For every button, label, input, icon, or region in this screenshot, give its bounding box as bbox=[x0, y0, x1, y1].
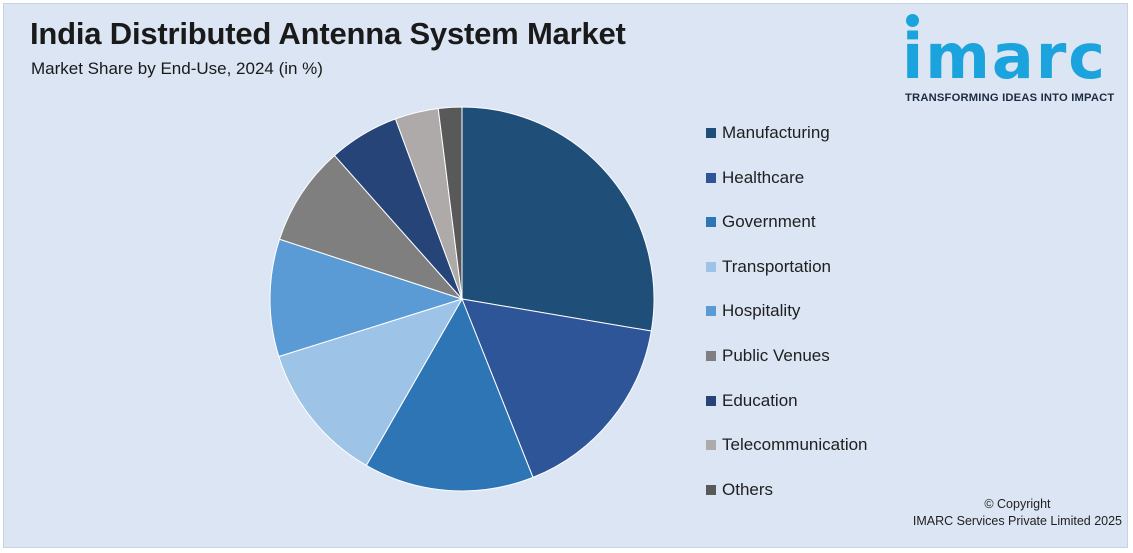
legend-item-public-venues: Public Venues bbox=[706, 345, 830, 367]
chart-subtitle: Market Share by End-Use, 2024 (in %) bbox=[31, 59, 323, 78]
pie-slice-others bbox=[437, 106, 463, 300]
legend-label: Transportation bbox=[722, 256, 831, 276]
pie-slice-manufacturing bbox=[461, 106, 655, 332]
legend-item-hospitality: Hospitality bbox=[706, 300, 800, 322]
chart-title: India Distributed Antenna System Market bbox=[30, 16, 626, 51]
legend-item-education: Education bbox=[706, 390, 798, 412]
pie-slice-public-venues bbox=[278, 154, 464, 301]
legend-swatch bbox=[706, 172, 716, 183]
legend-label: Hospitality bbox=[722, 301, 801, 321]
legend-label: Others bbox=[722, 479, 774, 499]
legend-swatch bbox=[706, 261, 716, 272]
legend-item-telecommunication: Telecommunication bbox=[706, 434, 868, 456]
legend-swatch bbox=[706, 128, 716, 138]
legend-swatch bbox=[706, 440, 716, 451]
legend-item-manufacturing: Manufacturing bbox=[706, 122, 830, 144]
legend-swatch bbox=[706, 484, 716, 495]
legend-swatch bbox=[706, 306, 716, 317]
logo-tagline: TRANSFORMING IDEAS INTO IMPACT bbox=[905, 92, 1115, 104]
legend-label: Manufacturing bbox=[722, 123, 830, 142]
legend-item-government: Government bbox=[706, 211, 816, 233]
legend-item-others: Others bbox=[706, 479, 773, 501]
legend-label: Public Venues bbox=[722, 346, 830, 365]
legend-item-healthcare: Healthcare bbox=[706, 167, 804, 189]
legend-swatch bbox=[706, 351, 716, 361]
copyright-line-1: © Copyright bbox=[984, 497, 1051, 511]
legend-label: Telecommunication bbox=[722, 435, 868, 455]
legend-swatch bbox=[706, 217, 716, 228]
legend-label: Healthcare bbox=[722, 167, 805, 187]
copyright-notice: © Copyright IMARC Services Private Limit… bbox=[913, 496, 1122, 530]
legend-label: Education bbox=[722, 390, 798, 410]
pie-slice-transportation bbox=[278, 298, 464, 467]
legend-label: Government bbox=[722, 212, 816, 232]
logo-wordmark: imarc bbox=[902, 20, 1108, 93]
pie-slice-healthcare bbox=[461, 298, 652, 479]
logo-dot-icon bbox=[906, 14, 919, 27]
copyright-line-2: IMARC Services Private Limited 2025 bbox=[912, 514, 1122, 528]
legend-swatch bbox=[706, 395, 716, 406]
pie-slice-hospitality bbox=[269, 238, 464, 358]
pie-slice-government bbox=[365, 297, 534, 492]
legend-item-transportation: Transportation bbox=[706, 256, 831, 278]
imarc-logo: imarc TRANSFORMING IDEAS INTO IMPACT bbox=[902, 14, 1122, 109]
